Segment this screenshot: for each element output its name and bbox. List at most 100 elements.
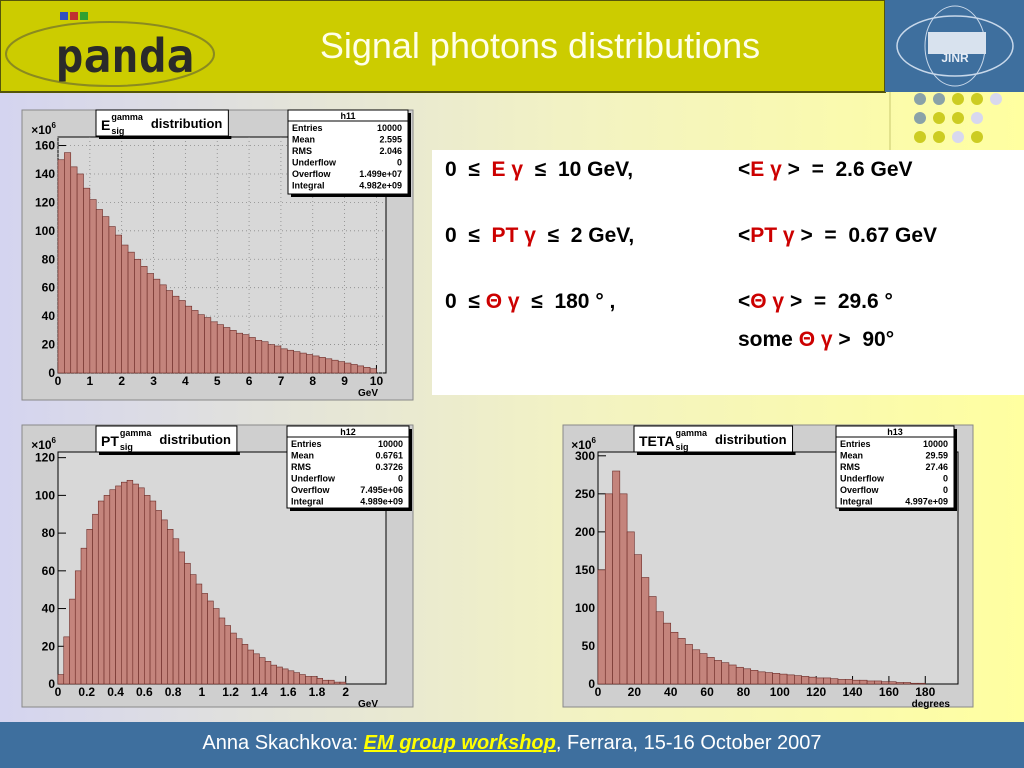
- dot: [952, 131, 964, 143]
- histogram-bar: [184, 562, 191, 685]
- histogram-bar: [190, 574, 197, 685]
- condition-line: <E γ > = 2.6 GeV: [738, 158, 913, 181]
- logo-text: panda: [56, 29, 194, 83]
- histogram-bar: [241, 644, 249, 685]
- histogram-bar: [282, 668, 289, 685]
- stats-value: 1.499e+07: [359, 169, 402, 179]
- dot: [933, 93, 945, 105]
- stats-label: Entries: [292, 123, 323, 133]
- histogram-bar: [312, 355, 320, 374]
- condition-line: 0 ≤ E γ ≤ 10 GeV,: [445, 158, 633, 181]
- histogram-bar: [369, 368, 377, 374]
- histogram-bar: [350, 364, 358, 374]
- histogram-bar: [57, 674, 65, 685]
- x-axis-label: GeV: [358, 699, 378, 710]
- histogram-bar: [597, 569, 606, 685]
- x-tick-label: 1.6: [280, 685, 297, 699]
- y-tick-label: 80: [42, 526, 56, 540]
- histogram-bar: [86, 529, 93, 685]
- condition-line: 0 ≤ Θ γ ≤ 180 ° ,: [445, 290, 615, 313]
- stats-name: h12: [340, 427, 356, 437]
- histogram-bar: [229, 330, 237, 374]
- x-tick-label: 3: [150, 374, 157, 388]
- histogram-bar: [692, 649, 701, 685]
- logo-building: [928, 32, 986, 54]
- y-tick-label: 60: [42, 281, 56, 295]
- title-sup: gamma: [120, 428, 153, 438]
- histogram-bar: [70, 166, 78, 374]
- condition-line: 0 ≤ PT γ ≤ 2 GeV,: [445, 224, 634, 247]
- stats-value: 0: [943, 485, 948, 495]
- x-tick-label: 10: [370, 374, 384, 388]
- histogram-bar: [604, 493, 613, 685]
- histogram-bar: [852, 679, 861, 685]
- histogram-bar: [299, 352, 307, 374]
- stats-value: 2.595: [379, 135, 402, 145]
- condition-segment: <: [738, 158, 750, 181]
- histogram-bar: [97, 500, 105, 685]
- x-tick-label: 40: [664, 685, 678, 699]
- histogram-bar: [339, 681, 347, 685]
- histogram-bar: [195, 583, 203, 685]
- histogram-bar: [76, 173, 84, 374]
- stats-value: 29.59: [925, 451, 948, 461]
- histogram-bar: [146, 273, 154, 374]
- dot: [933, 131, 945, 143]
- x-tick-label: 100: [770, 685, 790, 699]
- condition-segment: 0 ≤: [445, 290, 486, 313]
- x-tick-label: 180: [915, 685, 935, 699]
- histogram-bar: [153, 278, 161, 374]
- stats-label: Overflow: [291, 485, 331, 495]
- title-base: TETA: [639, 433, 675, 449]
- x-tick-label: 5: [214, 374, 221, 388]
- histogram-bar: [213, 608, 220, 685]
- logo-square: [70, 12, 78, 20]
- y-tick-label: 50: [582, 639, 596, 653]
- histogram-bar: [293, 351, 301, 374]
- histogram-bar: [218, 617, 226, 685]
- stats-value: 2.046: [379, 146, 402, 156]
- histogram-bar: [132, 483, 139, 685]
- header-bar: [0, 0, 886, 93]
- condition-segment: Θ γ: [750, 290, 784, 313]
- stats-value: 0: [943, 474, 948, 484]
- y-multiplier-base: ×10: [571, 438, 592, 452]
- text-box-content: 0 ≤ E γ ≤ 10 GeV, <E γ > = 2.6 GeV 0 ≤ PT …: [445, 158, 937, 351]
- histogram-bar: [255, 340, 263, 374]
- x-tick-label: 1.4: [251, 685, 268, 699]
- x-tick-label: 0.8: [165, 685, 182, 699]
- x-tick-label: 1.2: [222, 685, 239, 699]
- histogram-bar: [823, 677, 832, 685]
- histogram-bar: [167, 529, 174, 685]
- histogram-bar: [670, 631, 679, 685]
- stats-value: 0.3726: [375, 462, 403, 472]
- histogram-bar: [757, 671, 766, 685]
- x-tick-label: 6: [246, 374, 253, 388]
- histogram-bar: [794, 675, 802, 685]
- histogram-bar: [261, 341, 269, 374]
- histogram-bar: [735, 666, 744, 685]
- y-tick-label: 0: [48, 677, 55, 691]
- histogram-bar: [264, 661, 272, 685]
- title-shadow: [99, 136, 232, 139]
- y-tick-label: 80: [42, 252, 56, 266]
- histogram-bar: [903, 682, 912, 685]
- y-multiplier-exp: 6: [592, 436, 597, 445]
- y-multiplier: ×106: [571, 436, 596, 452]
- stats-label: Overflow: [292, 169, 332, 179]
- histogram-bar: [619, 493, 628, 685]
- histogram-bar: [247, 649, 254, 685]
- histogram-bar: [172, 295, 180, 374]
- histogram-bar: [259, 657, 266, 685]
- condition-segment: <: [738, 224, 750, 247]
- x-tick-label: 0.6: [136, 685, 153, 699]
- histogram-bar: [178, 551, 185, 685]
- stats-label: Underflow: [291, 474, 336, 484]
- title-rest: distribution: [715, 432, 787, 447]
- stats-value: 10000: [923, 439, 948, 449]
- histogram-bar: [328, 679, 335, 685]
- histogram-bar: [280, 348, 288, 374]
